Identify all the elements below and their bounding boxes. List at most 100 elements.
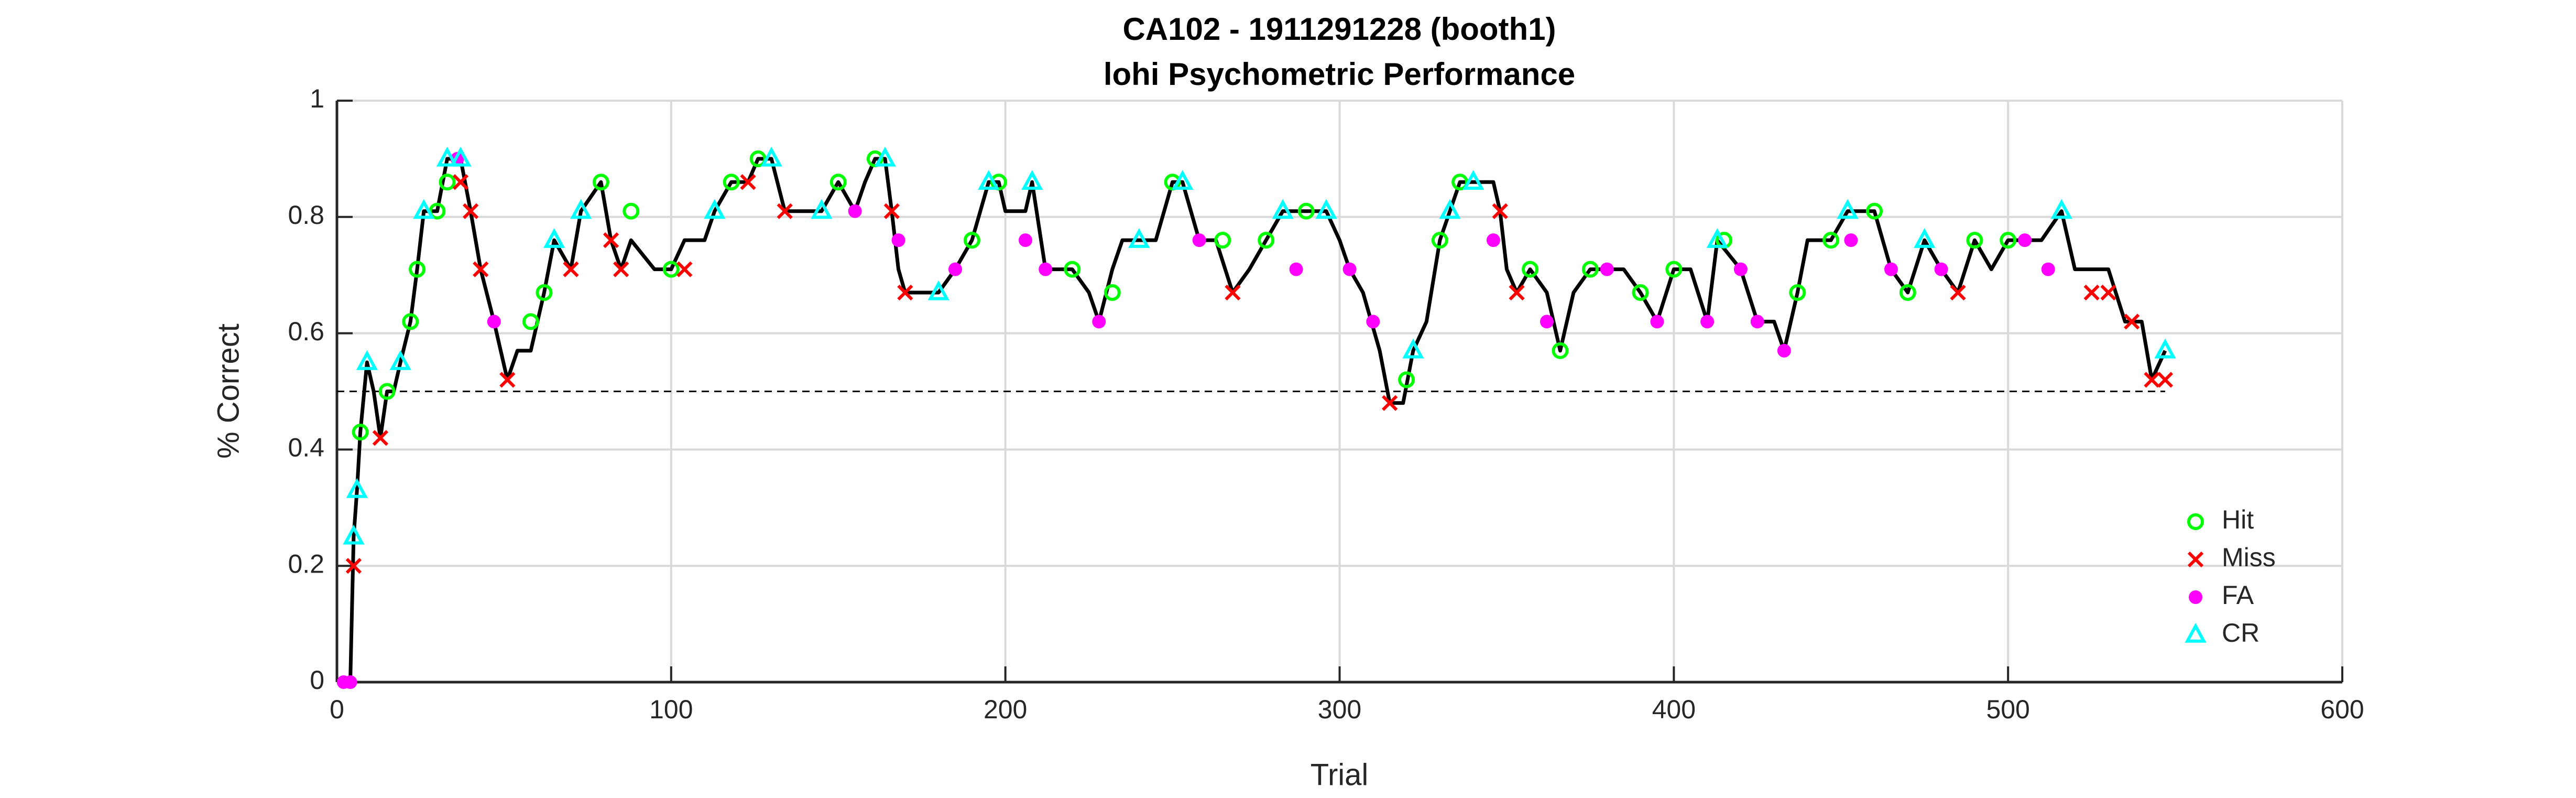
cr-marker <box>2154 338 2176 359</box>
miss-marker <box>345 558 362 574</box>
cr-marker <box>346 478 368 498</box>
fa-marker <box>1289 262 1303 276</box>
hit-marker <box>1104 284 1121 301</box>
miss-marker <box>1225 284 1241 301</box>
hit-marker <box>402 313 419 330</box>
chart-title: CA102 - 1911291228 (booth1) <box>1122 12 1556 47</box>
cr-marker <box>450 146 472 167</box>
y-tick-label: 0.6 <box>288 317 324 346</box>
hit-marker <box>1522 261 1539 278</box>
cr-marker <box>1462 170 1485 190</box>
miss-marker <box>372 430 389 446</box>
cr-marker <box>1128 228 1150 248</box>
miss-marker <box>613 261 629 277</box>
cr-marker <box>436 146 459 167</box>
cr-marker <box>704 199 726 219</box>
y-tick-label: 0.2 <box>288 549 324 578</box>
legend-marker <box>2189 590 2202 604</box>
cr-marker <box>2050 199 2072 219</box>
cr-marker <box>389 350 411 370</box>
fa-marker <box>487 315 501 329</box>
cr-marker <box>978 170 1000 190</box>
fa-marker <box>1700 315 1715 329</box>
legend-marker <box>2187 513 2204 530</box>
miss-marker <box>563 261 579 277</box>
hit-marker <box>1214 232 1231 249</box>
y-tick-label: 1 <box>310 84 324 113</box>
x-tick-label: 300 <box>1318 695 1361 724</box>
fa-marker <box>343 675 357 689</box>
fa-marker <box>2018 233 2032 247</box>
miss-marker <box>2124 314 2140 330</box>
fa-marker <box>948 262 962 276</box>
fa-marker <box>1650 315 1664 329</box>
hit-marker <box>1431 232 1448 249</box>
miss-marker <box>1509 284 1525 301</box>
hit-marker <box>829 174 847 191</box>
hit-marker <box>1398 371 1415 389</box>
fa-marker <box>1844 233 1858 247</box>
hit-marker <box>963 232 980 249</box>
fa-marker <box>1934 262 1948 276</box>
cr-marker <box>1402 338 1424 359</box>
hit-marker <box>1966 232 1983 249</box>
hit-marker <box>409 261 426 278</box>
fa-marker <box>1092 315 1106 329</box>
fa-marker <box>2041 262 2055 276</box>
hit-marker <box>662 261 680 278</box>
fa-marker <box>1192 233 1206 247</box>
legend-label: FA <box>2222 580 2254 610</box>
cr-marker <box>1272 199 1294 219</box>
miss-marker <box>2157 372 2174 388</box>
cr-marker <box>543 228 565 248</box>
x-tick-label: 0 <box>330 695 344 724</box>
hit-marker <box>439 174 456 191</box>
fa-marker <box>1600 262 1614 276</box>
cr-marker <box>1914 228 1936 248</box>
y-tick-label: 0.4 <box>288 433 324 462</box>
cr-marker <box>1706 228 1728 248</box>
cr-marker <box>811 199 833 219</box>
y-axis-label: % Correct <box>211 323 245 459</box>
hit-marker <box>623 202 640 220</box>
x-tick-label: 200 <box>984 695 1027 724</box>
cr-marker <box>927 280 949 300</box>
legend-marker <box>2185 622 2207 643</box>
cr-marker <box>356 350 378 370</box>
chart-subtitle: lohi Psychometric Performance <box>1104 57 1575 92</box>
cr-marker <box>1837 199 1859 219</box>
hit-marker <box>522 313 539 330</box>
x-axis-label: Trial <box>1311 758 1369 792</box>
x-tick-label: 400 <box>1652 695 1696 724</box>
fa-marker <box>891 233 905 247</box>
fa-marker <box>1342 262 1357 276</box>
hit-marker <box>723 174 740 191</box>
fa-marker <box>1540 315 1554 329</box>
x-tick-label: 500 <box>1986 695 2029 724</box>
x-tick-label: 100 <box>649 695 693 724</box>
miss-marker <box>603 232 619 249</box>
miss-marker <box>2083 284 2100 301</box>
miss-marker <box>777 203 793 219</box>
hit-marker <box>592 174 609 191</box>
cr-marker <box>874 146 896 167</box>
fa-marker <box>1750 315 1764 329</box>
miss-marker <box>452 174 469 190</box>
miss-marker <box>2144 372 2160 388</box>
hit-marker <box>1665 261 1683 278</box>
hit-marker <box>1552 342 1569 359</box>
hit-marker <box>1258 232 1275 249</box>
miss-marker <box>463 203 479 219</box>
miss-marker <box>676 261 693 277</box>
hit-marker <box>1899 284 1916 301</box>
fa-marker <box>1884 262 1898 276</box>
miss-marker <box>740 174 756 190</box>
cr-marker <box>343 524 365 545</box>
hit-marker <box>1822 232 1840 249</box>
hit-marker <box>1064 261 1081 278</box>
legend-marker <box>2187 551 2204 568</box>
y-tick-label: 0 <box>310 665 324 695</box>
hit-marker <box>2000 232 2017 249</box>
